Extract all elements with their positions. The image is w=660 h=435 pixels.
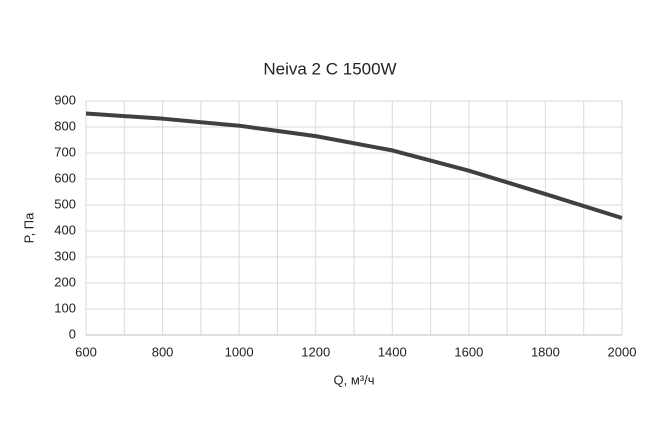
y-axis-label: P, Па (21, 212, 36, 244)
y-tick-label: 100 (54, 300, 76, 315)
x-tick-label: 1800 (531, 344, 560, 359)
y-tick-label: 300 (54, 248, 76, 263)
y-tick-label: 400 (54, 222, 76, 237)
data-line (85, 111, 623, 220)
y-tick-label: 700 (54, 144, 76, 159)
y-tick-label: 600 (54, 170, 76, 185)
x-tick-label: 2000 (608, 344, 637, 359)
y-tick-label: 800 (54, 118, 76, 133)
chart-title: Neiva 2 C 1500W (263, 59, 396, 78)
x-tick-label: 600 (75, 344, 97, 359)
x-tick-label: 1000 (225, 344, 254, 359)
y-tick-label: 500 (54, 196, 76, 211)
x-axis-label: Q, м³/ч (334, 372, 375, 387)
x-tick-label: 1200 (301, 344, 330, 359)
x-tick-label: 1400 (378, 344, 407, 359)
y-tick-label: 200 (54, 274, 76, 289)
y-tick-label: 0 (69, 326, 76, 341)
x-tick-label: 800 (152, 344, 174, 359)
x-tick-label: 1600 (454, 344, 483, 359)
y-tick-label: 900 (54, 92, 76, 107)
